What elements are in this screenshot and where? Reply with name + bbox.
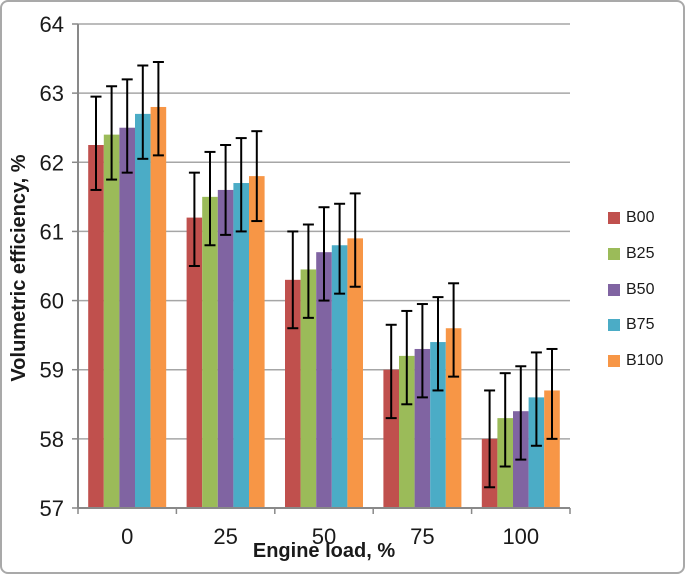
y-tick-label: 57 [40, 496, 64, 521]
bar-B00-load50 [285, 279, 301, 508]
bar-B75-load0 [135, 113, 151, 508]
y-tick-label: 60 [40, 289, 64, 314]
legend-label: B75 [626, 316, 655, 334]
legend-swatch-B100 [608, 355, 620, 368]
bar-B75-load25 [233, 183, 249, 508]
y-tick-label: 62 [40, 150, 64, 175]
legend-item-B100: B100 [608, 351, 663, 371]
bar-B75-load75 [430, 342, 446, 508]
y-tick-label: 59 [40, 358, 64, 383]
x-tick-label: 75 [410, 524, 434, 549]
y-axis-title: Volumetric efficiency, % [8, 154, 30, 382]
bar-B100-load25 [249, 176, 265, 508]
legend-label: B00 [626, 209, 655, 226]
legend-item-B75: B75 [608, 315, 654, 335]
bar-B50-load75 [414, 348, 431, 508]
x-tick-label: 25 [213, 524, 237, 549]
legend-label: B100 [626, 352, 664, 370]
legend-swatch-B50 [608, 283, 620, 296]
y-tick-label: 64 [40, 12, 64, 37]
bar-B25-load0 [103, 134, 120, 508]
bar-B00-load75 [383, 369, 399, 508]
bar-B00-load0 [88, 145, 104, 508]
bar-B25-load75 [399, 355, 415, 508]
x-tick-label: 50 [312, 524, 336, 549]
bar-B100-load0 [150, 106, 167, 508]
legend-label: B25 [626, 244, 655, 262]
legend-swatch-B25 [608, 247, 620, 260]
legend-label: B50 [626, 280, 655, 298]
bar-B50-load0 [119, 127, 135, 508]
bar-B50-load50 [316, 252, 332, 508]
x-tick-label: 100 [502, 524, 539, 549]
y-tick-label: 63 [40, 81, 64, 106]
legend-item-B00: B00 [608, 208, 654, 228]
bar-B100-load75 [445, 328, 462, 508]
x-tick-label: 0 [121, 524, 133, 549]
legend-swatch-B00 [608, 212, 620, 224]
bar-B100-load100 [544, 390, 560, 508]
bar-B75-load50 [331, 245, 348, 508]
bar-B100-load50 [347, 238, 363, 509]
y-tick-label: 61 [40, 219, 64, 244]
bar-B25-load25 [202, 196, 218, 508]
bar-B00-load25 [186, 217, 203, 508]
bar-B50-load25 [217, 189, 234, 508]
bar-B75-load100 [528, 397, 545, 508]
legend-swatch-B75 [608, 319, 620, 332]
legend-item-B25: B25 [608, 244, 654, 264]
bar-B25-load50 [300, 269, 317, 508]
legend-item-B50: B50 [608, 280, 654, 300]
y-tick-label: 58 [40, 427, 64, 452]
x-axis-title: Engine load, % [252, 540, 396, 562]
